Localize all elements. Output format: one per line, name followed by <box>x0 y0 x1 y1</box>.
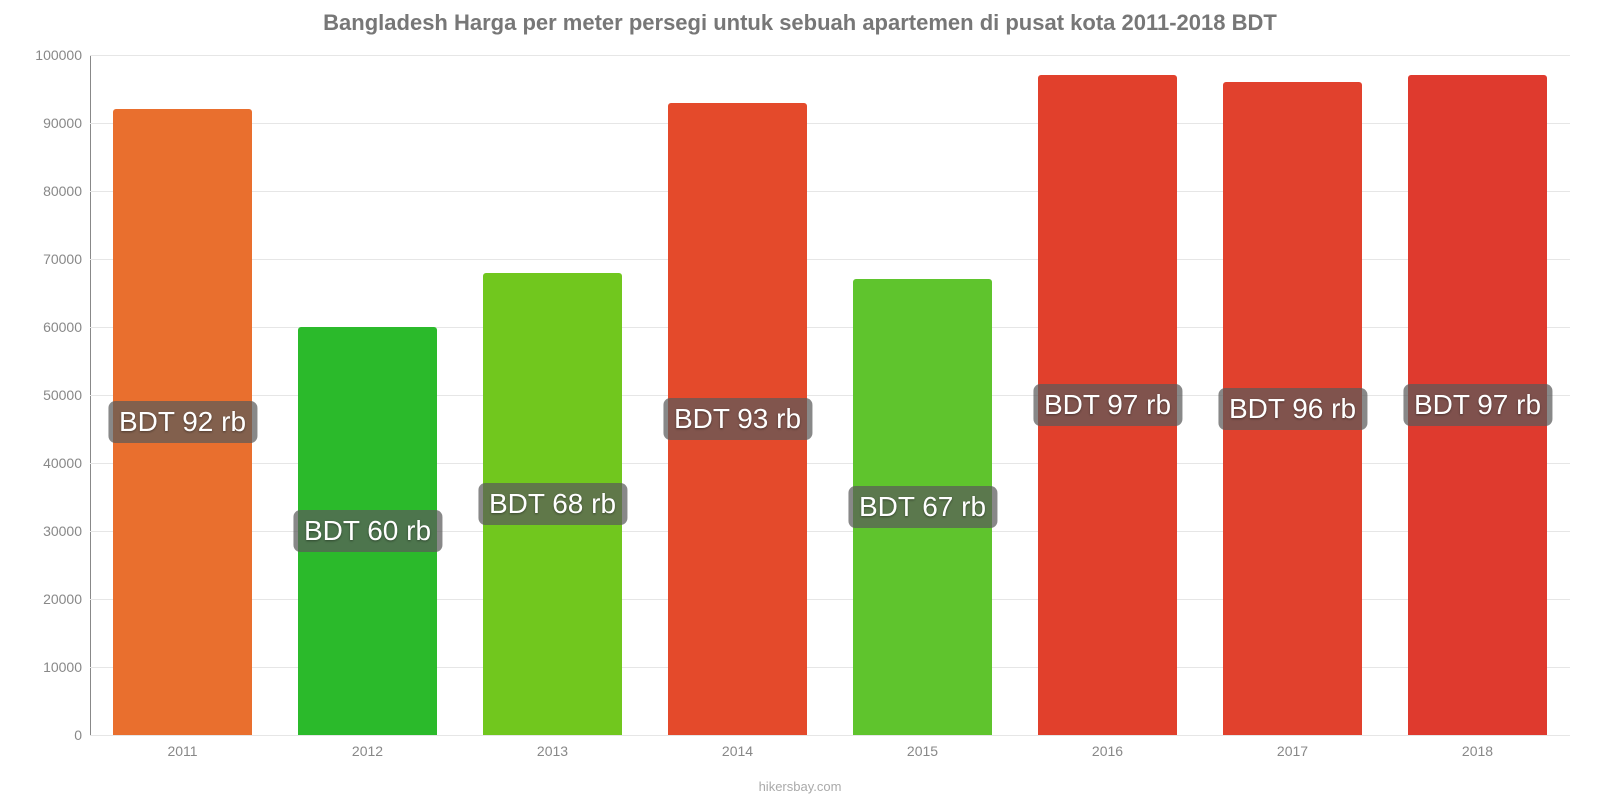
bar: BDT 92 rb <box>113 109 252 735</box>
bar-value-label: BDT 97 rb <box>1403 384 1552 426</box>
bar-value-label: BDT 97 rb <box>1033 384 1182 426</box>
bar: BDT 68 rb <box>483 273 622 735</box>
x-tick-label: 2016 <box>1092 743 1123 759</box>
bar: BDT 93 rb <box>668 103 807 735</box>
y-tick-label: 40000 <box>43 455 82 471</box>
y-tick-label: 10000 <box>43 659 82 675</box>
bar: BDT 67 rb <box>853 279 992 735</box>
x-tick-label: 2013 <box>537 743 568 759</box>
bar-slot: BDT 92 rb2011 <box>90 55 275 735</box>
bar-slot: BDT 97 rb2018 <box>1385 55 1570 735</box>
y-tick-label: 0 <box>74 727 82 743</box>
bar-value-label: BDT 96 rb <box>1218 388 1367 430</box>
bar-slot: BDT 68 rb2013 <box>460 55 645 735</box>
gridline <box>90 735 1570 736</box>
bar-value-label: BDT 68 rb <box>478 483 627 525</box>
x-tick-label: 2018 <box>1462 743 1493 759</box>
bar-value-label: BDT 93 rb <box>663 398 812 440</box>
y-tick-label: 80000 <box>43 183 82 199</box>
bar-slot: BDT 60 rb2012 <box>275 55 460 735</box>
x-tick-label: 2015 <box>907 743 938 759</box>
bar-slot: BDT 97 rb2016 <box>1015 55 1200 735</box>
bar: BDT 97 rb <box>1038 75 1177 735</box>
x-tick-label: 2012 <box>352 743 383 759</box>
y-tick-label: 50000 <box>43 387 82 403</box>
bar-slot: BDT 67 rb2015 <box>830 55 1015 735</box>
bars-container: BDT 92 rb2011BDT 60 rb2012BDT 68 rb2013B… <box>90 55 1570 735</box>
chart-title: Bangladesh Harga per meter persegi untuk… <box>0 0 1600 36</box>
bar-value-label: BDT 67 rb <box>848 486 997 528</box>
bar-value-label: BDT 60 rb <box>293 510 442 552</box>
y-tick-label: 100000 <box>35 47 82 63</box>
bar: BDT 60 rb <box>298 327 437 735</box>
x-tick-label: 2017 <box>1277 743 1308 759</box>
y-tick-label: 20000 <box>43 591 82 607</box>
bar-slot: BDT 96 rb2017 <box>1200 55 1385 735</box>
bar: BDT 97 rb <box>1408 75 1547 735</box>
y-tick-label: 30000 <box>43 523 82 539</box>
footer-credit: hikersbay.com <box>0 779 1600 794</box>
chart-area: 0100002000030000400005000060000700008000… <box>90 55 1570 735</box>
y-tick-label: 60000 <box>43 319 82 335</box>
y-tick-label: 90000 <box>43 115 82 131</box>
bar: BDT 96 rb <box>1223 82 1362 735</box>
x-tick-label: 2011 <box>167 743 197 759</box>
bar-value-label: BDT 92 rb <box>108 401 257 443</box>
bar-slot: BDT 93 rb2014 <box>645 55 830 735</box>
x-tick-label: 2014 <box>722 743 753 759</box>
y-tick-label: 70000 <box>43 251 82 267</box>
